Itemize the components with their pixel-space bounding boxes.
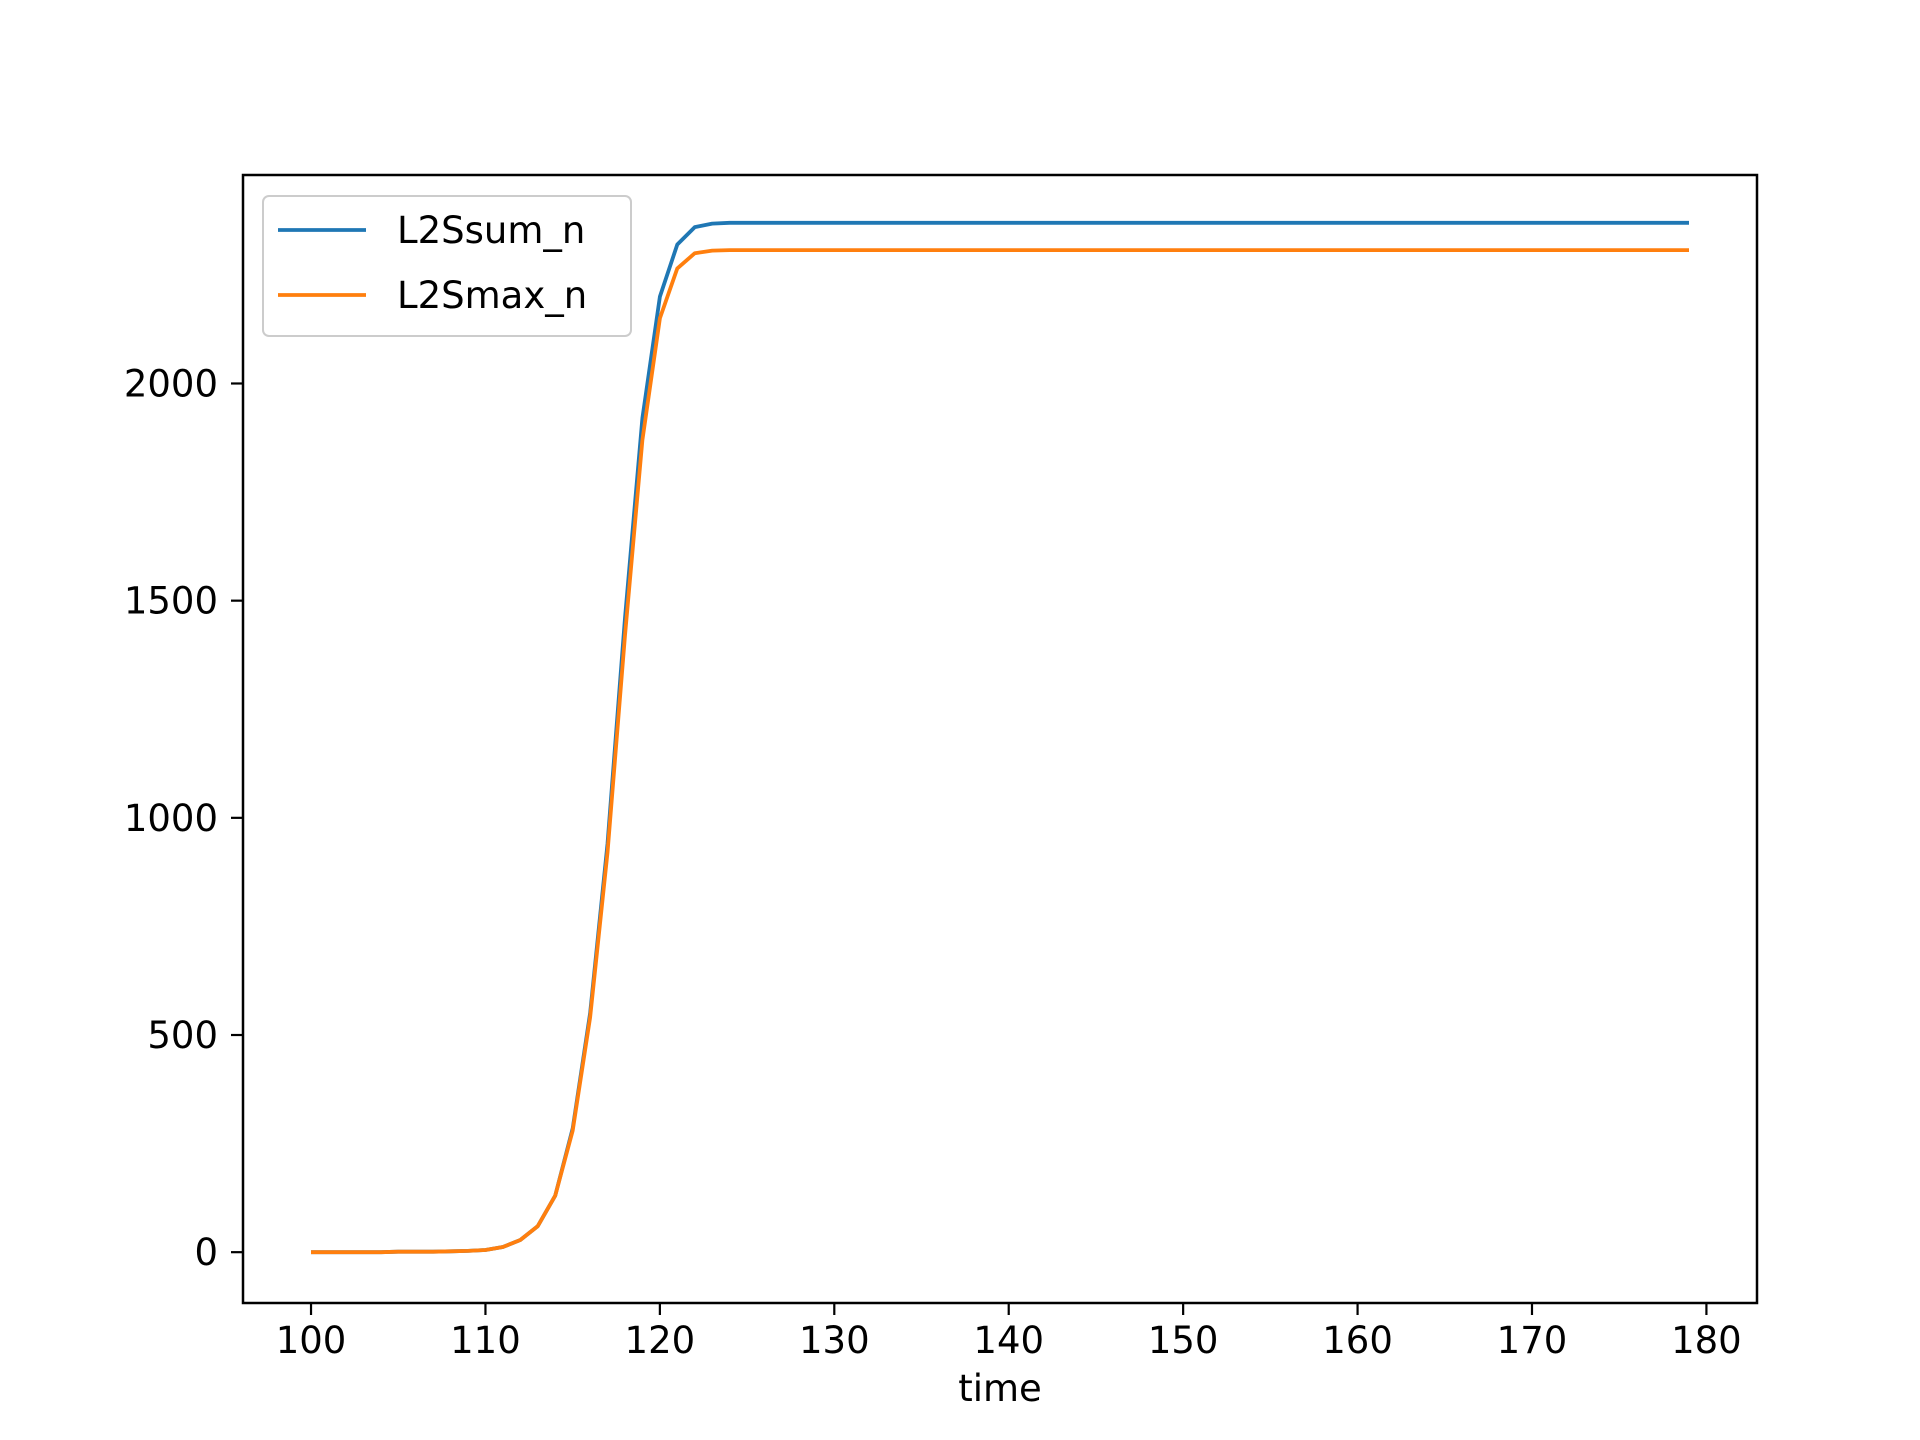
x-tick-label: 140 bbox=[973, 1319, 1044, 1362]
x-tick-label: 110 bbox=[450, 1319, 521, 1362]
x-tick-label: 150 bbox=[1148, 1319, 1219, 1362]
y-tick-label: 0 bbox=[194, 1231, 218, 1274]
y-tick-label: 1500 bbox=[124, 580, 218, 623]
legend-entry-label: L2Ssum_n bbox=[397, 209, 585, 252]
x-tick-label: 170 bbox=[1497, 1319, 1568, 1362]
x-tick-label: 130 bbox=[799, 1319, 870, 1362]
x-tick-label: 100 bbox=[276, 1319, 347, 1362]
x-tick-label: 120 bbox=[625, 1319, 696, 1362]
series-line-l2ssum-n bbox=[311, 220, 1689, 1255]
plot-area bbox=[311, 220, 1689, 1255]
x-axis-label: time bbox=[958, 1367, 1042, 1410]
axes-frame bbox=[241, 173, 1759, 1305]
y-tick-label: 2000 bbox=[124, 362, 218, 405]
y-tick-label: 1000 bbox=[124, 797, 218, 840]
x-axis: 100 110 120 130 140 150 160 170 180 bbox=[276, 1303, 1742, 1362]
y-tick-label: 500 bbox=[147, 1014, 218, 1057]
x-tick-label: 180 bbox=[1671, 1319, 1742, 1362]
legend: L2Ssum_n L2Smax_n bbox=[262, 195, 632, 337]
y-axis: 0 500 1000 1500 2000 bbox=[124, 362, 243, 1274]
x-tick-label: 160 bbox=[1322, 1319, 1393, 1362]
series-line-l2smax-n bbox=[311, 248, 1689, 1255]
legend-entry-label: L2Smax_n bbox=[397, 274, 587, 317]
